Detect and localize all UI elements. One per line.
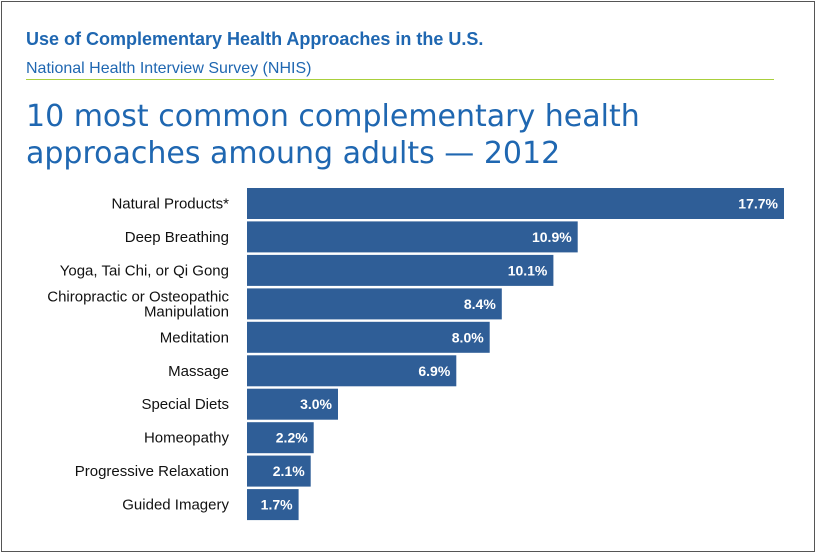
bar bbox=[247, 422, 314, 454]
bar-value-label: 17.7% bbox=[738, 196, 778, 212]
chart-title: 10 most common complementary health appr… bbox=[26, 98, 666, 172]
bar bbox=[247, 188, 784, 219]
category-label: Guided Imagery bbox=[122, 497, 229, 514]
category-label: Progressive Relaxation bbox=[75, 463, 229, 480]
chart-title-line-2: approaches amoung adults — 2012 bbox=[26, 136, 561, 171]
bar bbox=[247, 321, 490, 353]
category-label: Chiropractic or Osteopathic bbox=[47, 288, 229, 305]
category-label: Natural Products* bbox=[111, 196, 229, 213]
bar-value-label: 8.4% bbox=[464, 296, 496, 312]
category-label: Massage bbox=[168, 363, 229, 380]
bar bbox=[247, 455, 311, 487]
bar bbox=[247, 254, 554, 286]
category-label: Deep Breathing bbox=[125, 229, 229, 246]
bar-value-label: 8.0% bbox=[452, 329, 484, 345]
bar bbox=[247, 221, 578, 253]
bar bbox=[247, 355, 457, 387]
bar-value-label: 3.0% bbox=[300, 396, 332, 412]
category-label: Meditation bbox=[160, 329, 229, 346]
bar-value-label: 2.1% bbox=[273, 463, 305, 479]
category-label: Yoga, Tai Chi, or Qi Gong bbox=[60, 262, 229, 279]
chart-title-line-1: 10 most common complementary health bbox=[26, 99, 640, 134]
bar-value-label: 1.7% bbox=[261, 497, 293, 513]
bar-value-label: 6.9% bbox=[418, 363, 450, 379]
bar-value-label: 10.1% bbox=[508, 262, 548, 278]
category-label: Manipulation bbox=[144, 303, 229, 320]
bar-value-label: 2.2% bbox=[276, 430, 308, 446]
bar-value-label: 10.9% bbox=[532, 229, 572, 245]
bar bbox=[247, 388, 338, 420]
bar bbox=[247, 288, 502, 320]
header-title: Use of Complementary Health Approaches i… bbox=[26, 29, 484, 49]
header-subtitle: National Health Interview Survey (NHIS) bbox=[26, 60, 312, 77]
bar bbox=[247, 489, 299, 521]
category-label: Special Diets bbox=[141, 396, 229, 413]
header-divider bbox=[26, 79, 774, 80]
category-label: Homeopathy bbox=[144, 430, 230, 447]
